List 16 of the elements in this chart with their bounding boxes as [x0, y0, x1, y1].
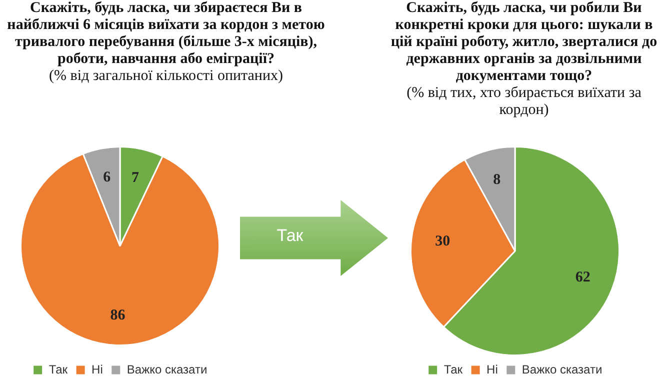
legend-label: Важко сказати [522, 362, 602, 376]
data-label: 86 [110, 307, 126, 324]
chart-title: Скажіть, будь ласка, чи збираєтеся Ви в найближчі 6 місяців виїхати за кордон з метою тривалого перебування (більше 3-х місяців), роботи, навчання або еміграції? [6, 0, 326, 68]
data-label: 6 [103, 170, 112, 186]
legend-label: Ні [92, 362, 103, 376]
legend-label: Ні [486, 362, 498, 376]
data-label: 8 [493, 172, 501, 188]
chart-subtitle: (% від тих, хто збирається виїхати за кордон) [406, 85, 642, 119]
chart-subtitle: (% від загальної кількості опитаних) [48, 68, 284, 85]
legend-label: Так [48, 362, 68, 376]
data-label: 62 [575, 270, 590, 286]
data-label: 30 [435, 234, 450, 250]
legend-label: Так [444, 362, 464, 376]
legend-label: Важко сказати [126, 362, 208, 376]
data-label: 7 [132, 170, 140, 186]
chart-title: Скажіть, будь ласка, чи робили Ви конкретні кроки для цього: шукали в цій країні роботу, житло, зверталися до державних органів за дозвільними документами тощо? [390, 0, 658, 85]
